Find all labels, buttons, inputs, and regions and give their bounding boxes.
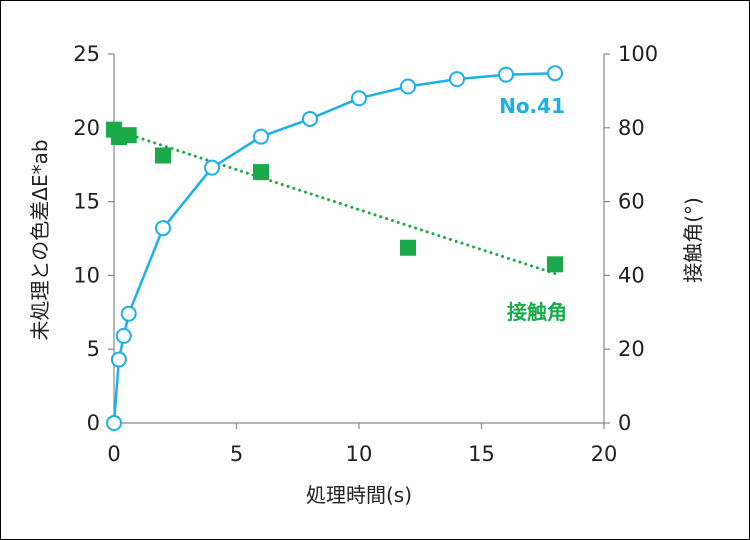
- y-tick-label: 0: [87, 411, 100, 435]
- series-contact-angle-point: [253, 164, 269, 181]
- x-tick-label: 15: [468, 442, 495, 466]
- series-no41-point: [498, 66, 514, 83]
- series-no41-line: [112, 71, 556, 424]
- series-no41-point: [115, 327, 132, 344]
- series-no41-point: [110, 351, 127, 368]
- y2-tick-label: 40: [618, 263, 645, 287]
- labels-layer: 処理時間(s) 未処理との色差ΔE*ab 接触角(°) No.41 接触角: [28, 94, 705, 507]
- x-tick-label: 5: [230, 442, 243, 466]
- trendline-contact-angle: [112, 128, 557, 276]
- y2-tick-label: 20: [618, 337, 645, 361]
- series-contact-angle-point: [547, 256, 563, 273]
- series-contact-angle-layer: [106, 121, 563, 273]
- trendline-layer: [112, 128, 557, 276]
- y-tick-label: 10: [73, 263, 100, 287]
- x-axis-title: 処理時間(s): [306, 483, 412, 507]
- y2-tick-label: 80: [618, 116, 645, 140]
- y2-tick-label: 100: [618, 42, 658, 66]
- series-no41-point: [400, 78, 416, 95]
- y-axis-title: 未処理との色差ΔE*ab: [28, 139, 52, 340]
- series-no41-point: [302, 110, 318, 127]
- series-contact-angle-point: [155, 147, 171, 164]
- series-label-contact-angle: 接触角: [507, 300, 567, 324]
- series-no41-point: [120, 305, 137, 322]
- y-tick-label: 20: [73, 116, 100, 140]
- series-no41-point: [547, 65, 563, 82]
- series-contact-angle-point: [120, 127, 137, 144]
- y2-tick-label: 60: [618, 190, 645, 214]
- series-no41-point: [253, 128, 269, 145]
- series-contact-angle-point: [400, 239, 416, 256]
- x-tick-label: 0: [107, 442, 120, 466]
- series-no41-point: [106, 415, 122, 431]
- series-no41-point: [351, 90, 367, 107]
- y-tick-label: 15: [73, 190, 100, 214]
- y-tick-label: 25: [73, 42, 100, 66]
- x-tick-label: 20: [591, 442, 618, 466]
- y2-tick-label: 0: [618, 411, 631, 435]
- series-no41-point: [449, 71, 465, 88]
- series-no41-layer: [106, 65, 563, 431]
- y-tick-label: 5: [87, 337, 100, 361]
- y2-axis-title: 接触角(°): [681, 197, 705, 283]
- series-label-no41: No.41: [499, 94, 565, 118]
- series-no41-point: [155, 220, 171, 237]
- series-no41-point: [204, 159, 220, 176]
- x-tick-label: 10: [346, 442, 373, 466]
